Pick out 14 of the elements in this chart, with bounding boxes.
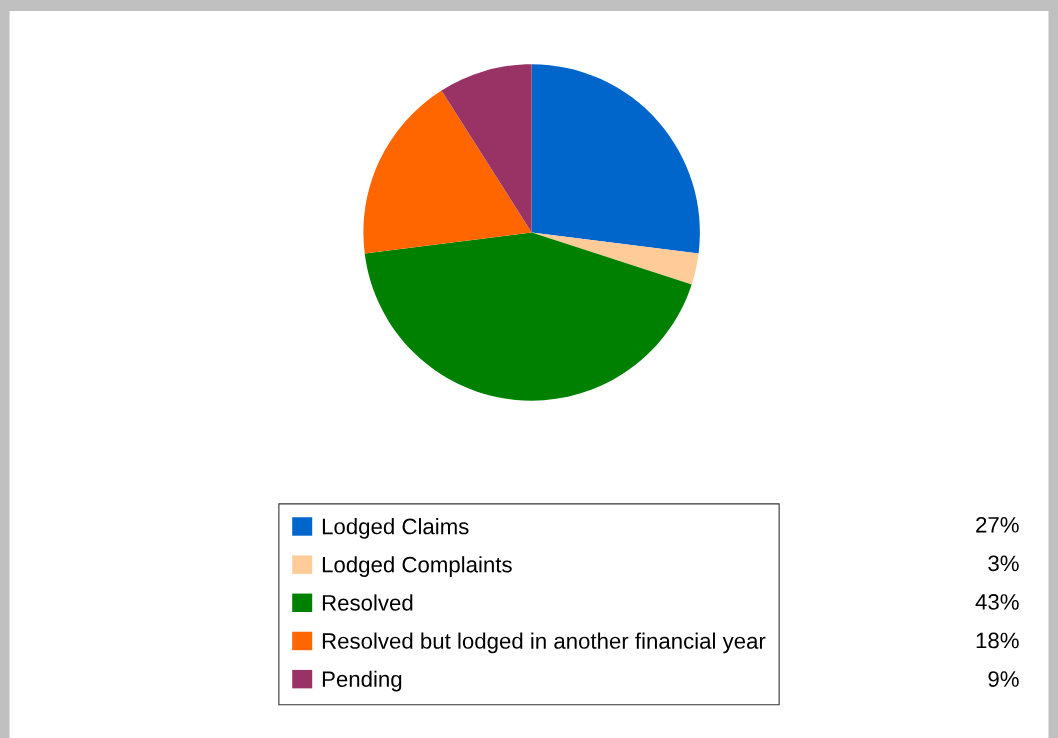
pie-slice (364, 232, 692, 401)
legend-label: Resolved but lodged in another financial year (322, 632, 766, 654)
data-label: 9% (988, 671, 1019, 687)
data-label: 3% (988, 555, 1019, 572)
legend-label: Pending (322, 670, 402, 692)
data-label: 27% (976, 516, 1019, 533)
legend-label: Lodged Claims (322, 518, 469, 539)
pie-slice (441, 64, 532, 233)
data-label: 18% (976, 632, 1019, 649)
legend-label: Lodged Complaints (322, 556, 512, 577)
pie-slice (531, 64, 700, 254)
legend-label: Resolved (322, 594, 413, 611)
data-label: 43% (975, 594, 1019, 610)
pie-slice (363, 90, 532, 254)
